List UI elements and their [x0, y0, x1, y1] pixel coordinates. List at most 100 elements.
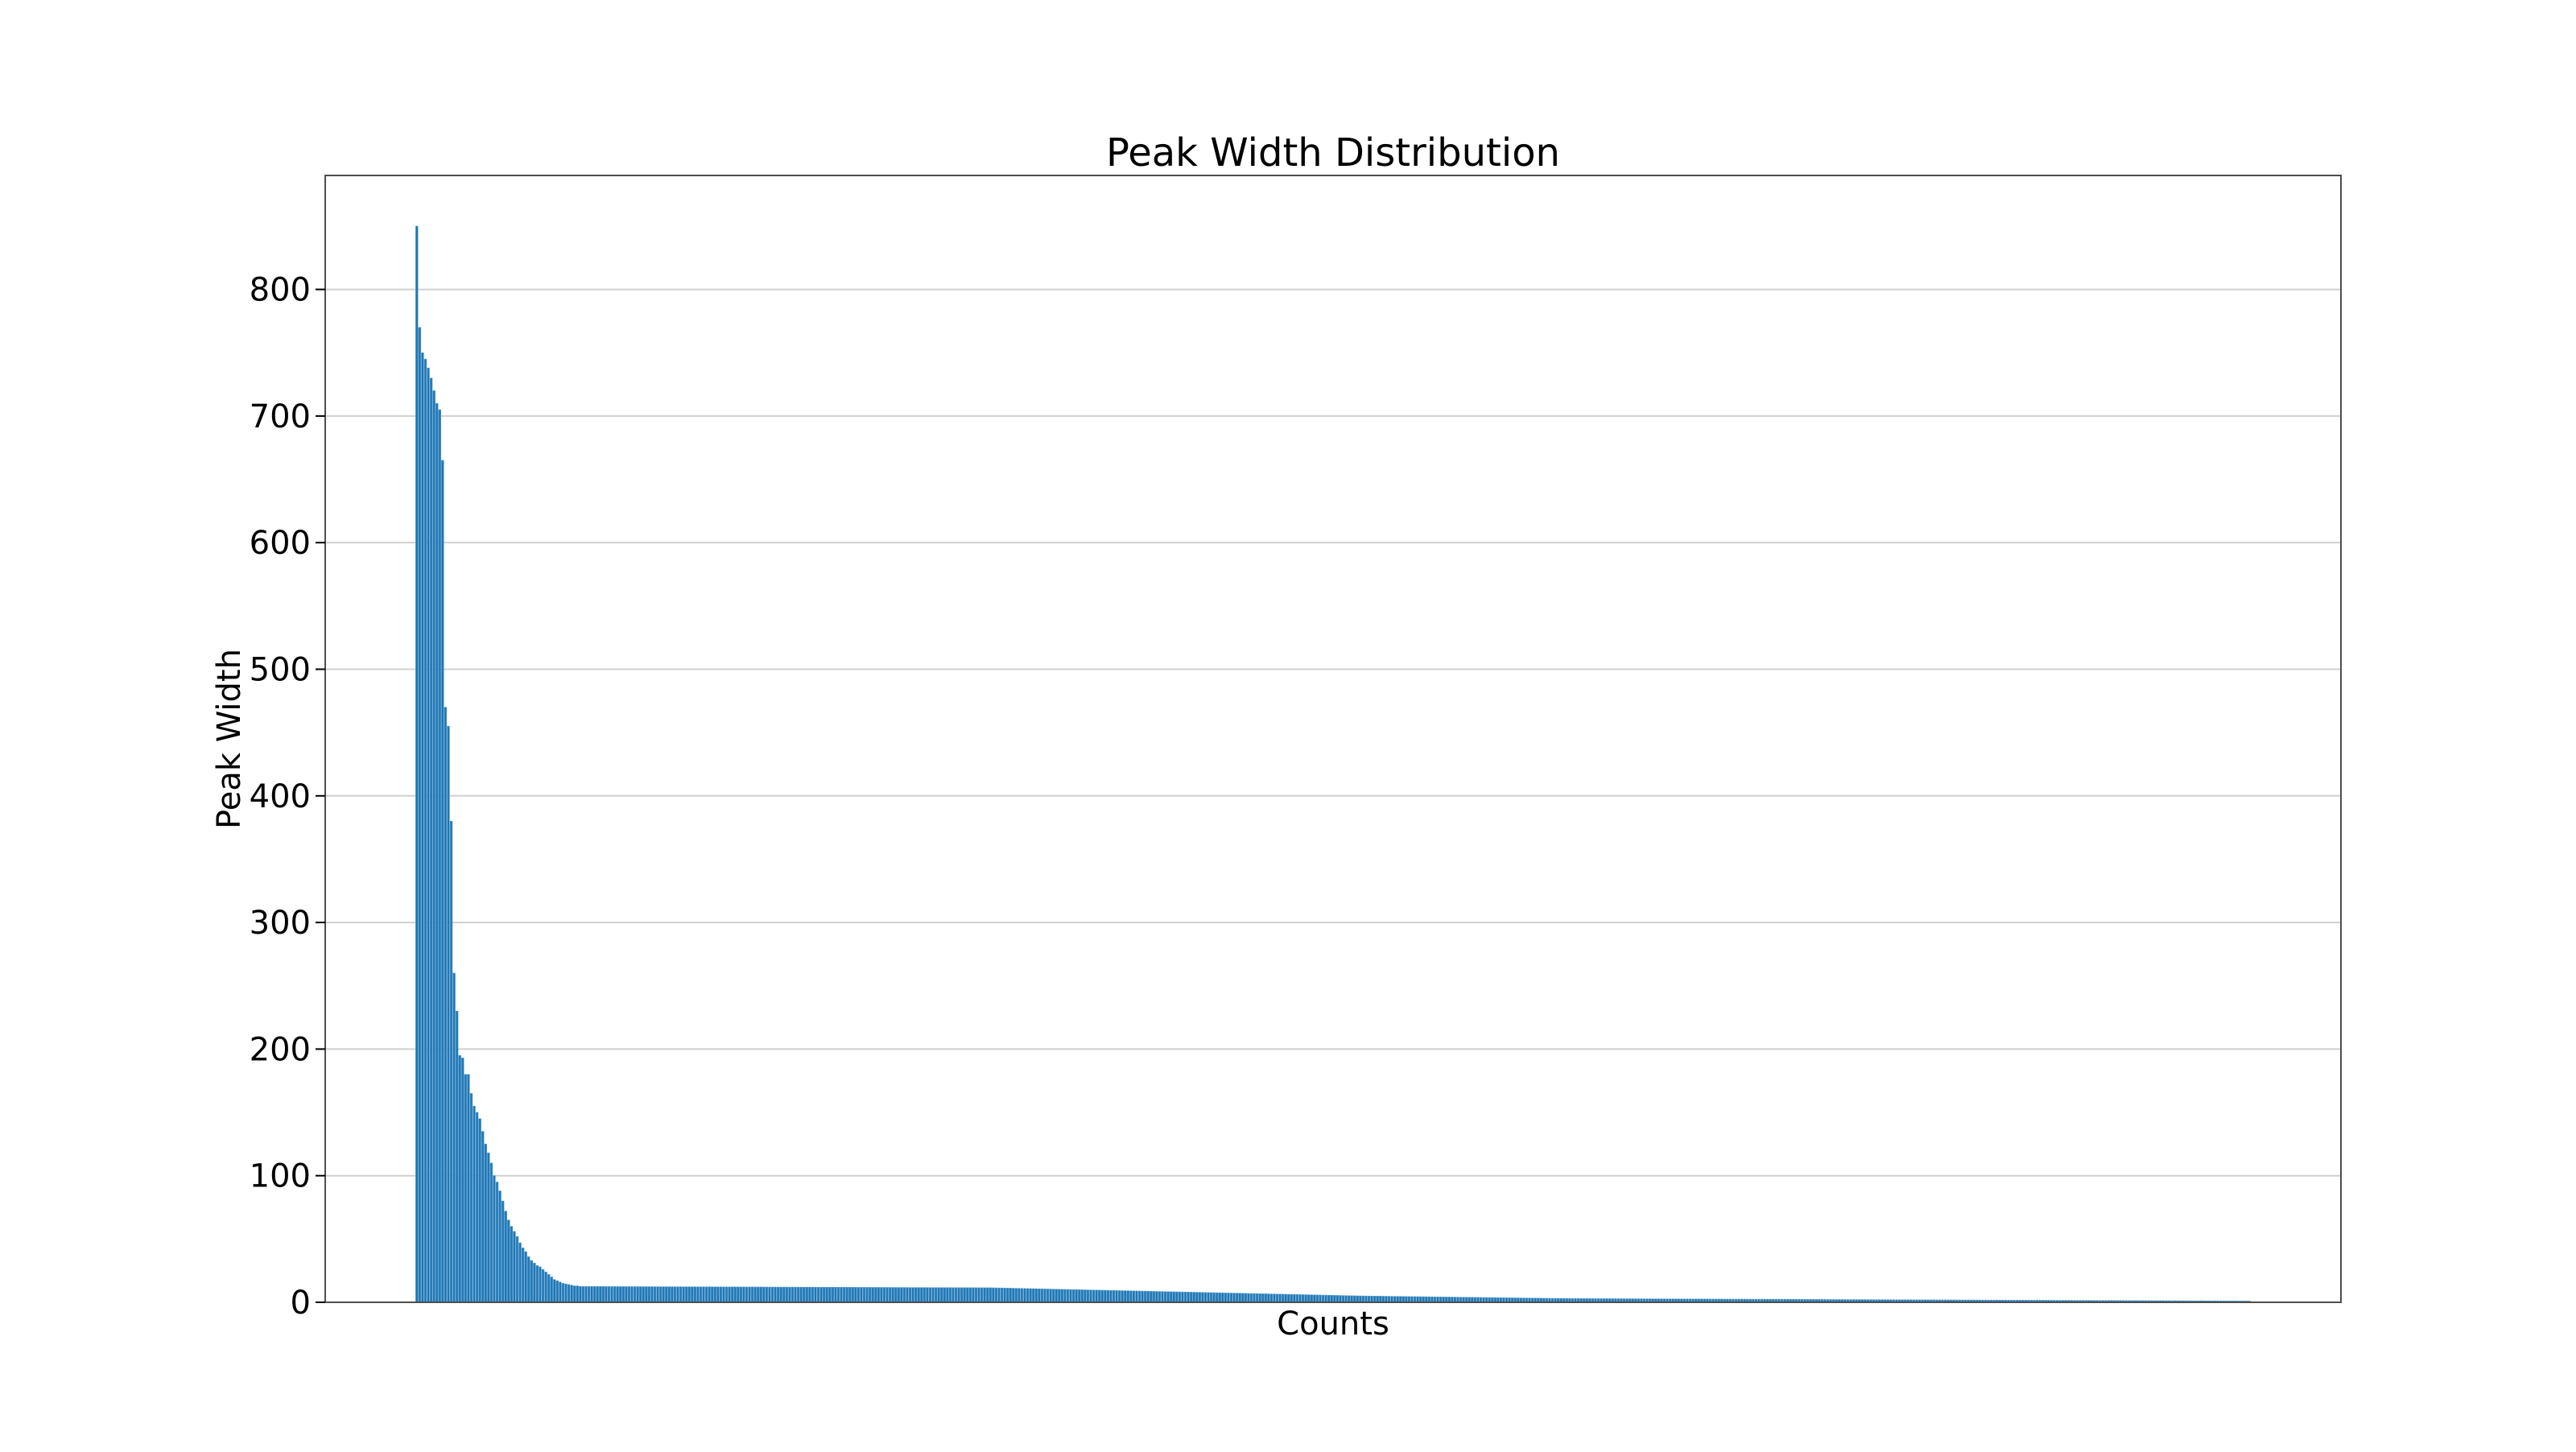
bar: [1235, 1293, 1239, 1303]
bar: [605, 1286, 608, 1303]
bar: [1172, 1291, 1176, 1303]
bar: [1018, 1288, 1021, 1303]
bar: [730, 1286, 734, 1303]
bar: [1029, 1288, 1032, 1303]
bar: [1152, 1291, 1156, 1303]
bar: [1146, 1290, 1150, 1303]
bar: [584, 1286, 588, 1303]
bar: [1313, 1294, 1316, 1303]
bar: [1344, 1295, 1348, 1303]
bar: [840, 1287, 843, 1303]
bar: [1416, 1296, 1419, 1303]
bar: [642, 1286, 645, 1303]
bar: [621, 1286, 625, 1303]
bar: [1166, 1291, 1170, 1303]
bar: [1352, 1295, 1356, 1303]
y-tick-label: 200: [250, 1031, 311, 1068]
y-tick-label: 300: [250, 905, 311, 942]
bar: [1175, 1291, 1179, 1303]
bar: [977, 1287, 980, 1303]
bar: [923, 1287, 927, 1303]
bar: [1253, 1293, 1256, 1303]
bar: [555, 1280, 559, 1303]
y-tick-label: 600: [250, 525, 311, 562]
bar: [501, 1200, 505, 1303]
bar: [894, 1287, 898, 1303]
bar: [1427, 1296, 1431, 1303]
bar: [1020, 1288, 1024, 1303]
bar: [724, 1286, 729, 1303]
bar: [983, 1287, 986, 1303]
bar: [739, 1286, 743, 1303]
bar: [478, 1118, 481, 1303]
bar: [1012, 1288, 1015, 1303]
x-axis-label: Counts: [1277, 1306, 1389, 1343]
bar: [753, 1286, 757, 1303]
bar: [1187, 1292, 1190, 1303]
bar: [897, 1287, 901, 1303]
bar: [943, 1287, 947, 1303]
bar: [1244, 1293, 1248, 1303]
bar: [682, 1286, 685, 1303]
bar: [421, 352, 424, 1303]
bar: [1023, 1288, 1026, 1303]
bar: [1060, 1289, 1064, 1303]
bar: [860, 1287, 863, 1303]
bar: [1095, 1289, 1098, 1303]
bar: [748, 1286, 751, 1303]
bar: [972, 1287, 975, 1303]
bar: [1350, 1295, 1353, 1303]
bar: [888, 1287, 892, 1303]
bar: [1385, 1296, 1388, 1303]
bar: [1104, 1289, 1107, 1303]
bar: [1327, 1294, 1331, 1303]
bar: [968, 1287, 972, 1303]
bar: [1381, 1296, 1385, 1303]
bar: [441, 460, 444, 1303]
bar: [596, 1286, 599, 1303]
bar: [1215, 1292, 1219, 1303]
bar: [997, 1287, 1001, 1303]
bar: [475, 1112, 479, 1303]
bar: [776, 1286, 780, 1303]
bar: [1163, 1291, 1167, 1303]
bar: [1232, 1293, 1236, 1303]
bar: [1161, 1291, 1164, 1303]
bar: [966, 1287, 969, 1303]
bar: [493, 1175, 496, 1303]
bar: [880, 1287, 883, 1303]
bar: [1422, 1296, 1425, 1303]
bar: [1425, 1296, 1428, 1303]
bar: [779, 1286, 782, 1303]
bar: [1189, 1292, 1193, 1303]
bar: [526, 1256, 530, 1303]
bar: [438, 409, 442, 1303]
bar: [886, 1287, 889, 1303]
bar: [1238, 1293, 1241, 1303]
bar: [1281, 1293, 1285, 1303]
bar: [664, 1286, 668, 1303]
bar: [429, 377, 433, 1303]
bar: [1275, 1293, 1279, 1303]
bar: [630, 1286, 634, 1303]
bar: [1121, 1290, 1124, 1303]
bar: [1330, 1294, 1333, 1303]
bar: [510, 1226, 514, 1303]
bar: [994, 1287, 998, 1303]
bar: [728, 1286, 731, 1303]
chart-title: Peak Width Distribution: [1106, 130, 1560, 175]
bar: [908, 1287, 912, 1303]
bar: [435, 402, 439, 1303]
bar: [645, 1286, 648, 1303]
y-tick-label: 800: [250, 272, 311, 309]
bar: [946, 1287, 949, 1303]
bar: [1077, 1289, 1081, 1303]
bar: [432, 390, 436, 1303]
bar: [1310, 1294, 1314, 1303]
bar: [1341, 1295, 1345, 1303]
bar: [788, 1286, 791, 1303]
bar: [592, 1286, 597, 1303]
bar: [547, 1274, 551, 1303]
bar: [1221, 1292, 1224, 1303]
bar: [1390, 1296, 1393, 1303]
